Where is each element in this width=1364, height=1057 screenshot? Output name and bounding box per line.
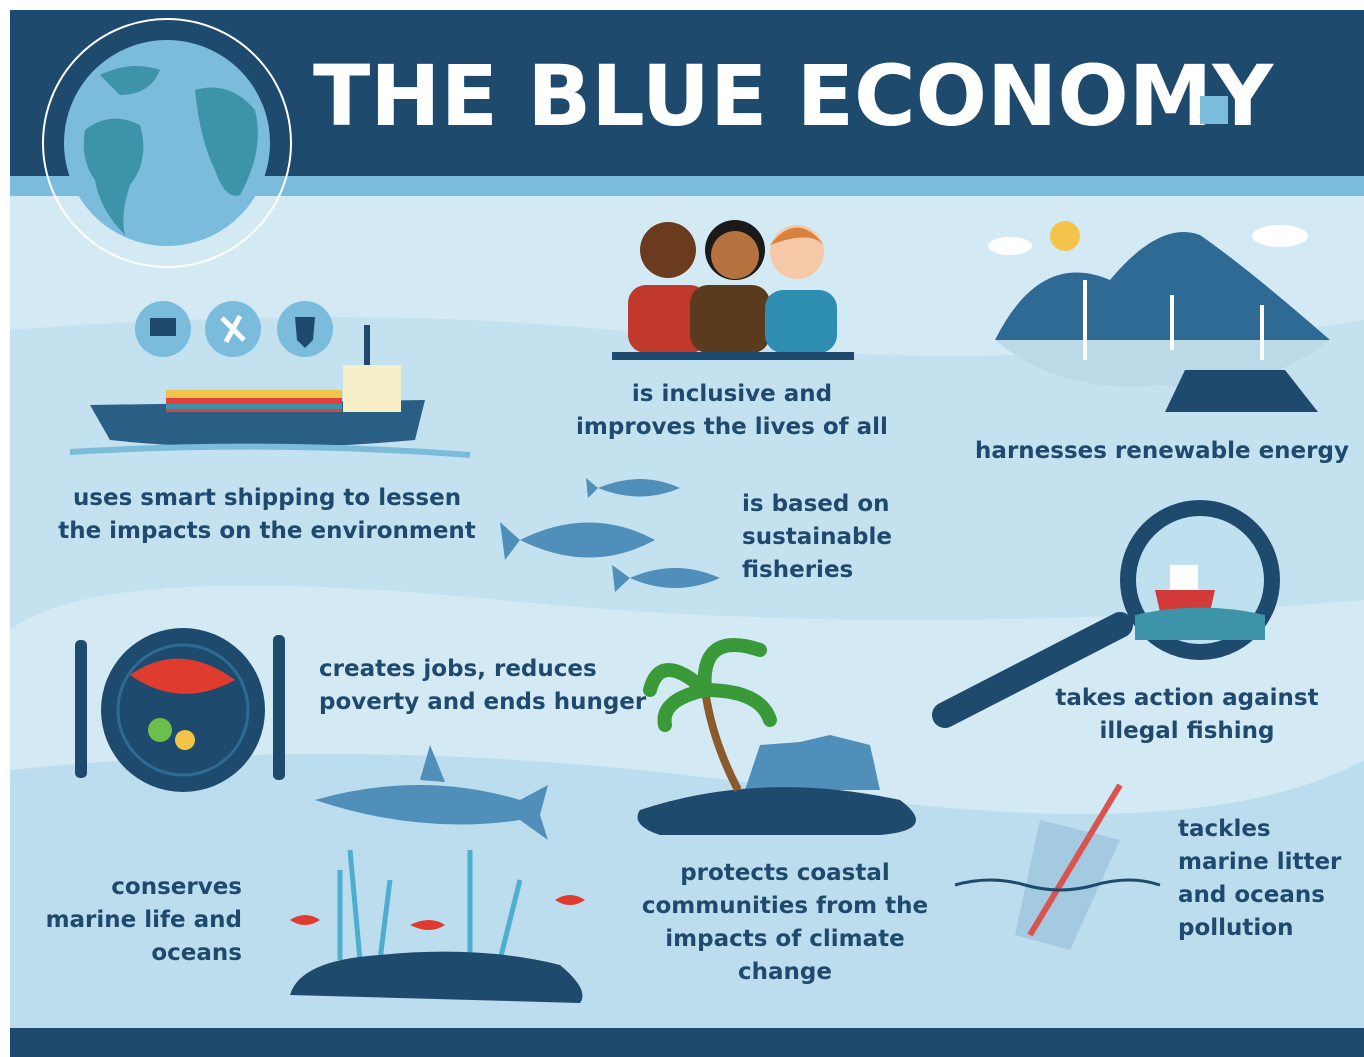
item-text: harnesses renewable energy (975, 438, 1349, 464)
item-text: pollution (1178, 915, 1293, 941)
item-text: impacts of climate (665, 926, 904, 952)
title-square (1200, 96, 1228, 124)
item-text: the impacts on the environment (58, 518, 476, 544)
item-text: communities from the (642, 893, 928, 919)
item-text: marine litter (1178, 849, 1342, 875)
item-text: improves the lives of all (576, 414, 888, 440)
item-text: marine life and (46, 907, 242, 933)
item-text: is inclusive and (632, 381, 832, 407)
item-text: fisheries (742, 557, 853, 583)
people-illustration (612, 220, 854, 360)
item-text: illegal fishing (1100, 718, 1275, 744)
item-text: sustainable (742, 524, 892, 550)
item-text: takes action against (1055, 685, 1318, 711)
item-text: poverty and ends hunger (319, 689, 647, 715)
page: THE BLUE ECONOMY (0, 0, 1364, 1057)
footer-band (10, 1028, 1364, 1057)
item-text: tackles (1178, 816, 1271, 842)
item-text: change (738, 959, 832, 985)
item-text: protects coastal (680, 860, 890, 886)
item-text: creates jobs, reduces (319, 656, 597, 682)
item-text: and oceans (1178, 882, 1325, 908)
infographic: THE BLUE ECONOMY (0, 0, 1364, 1057)
item-text: is based on (742, 491, 890, 517)
item-text: conserves (111, 874, 242, 900)
item-text: oceans (151, 940, 242, 966)
title: THE BLUE ECONOMY (313, 47, 1274, 145)
item-text: uses smart shipping to lessen (73, 485, 461, 511)
